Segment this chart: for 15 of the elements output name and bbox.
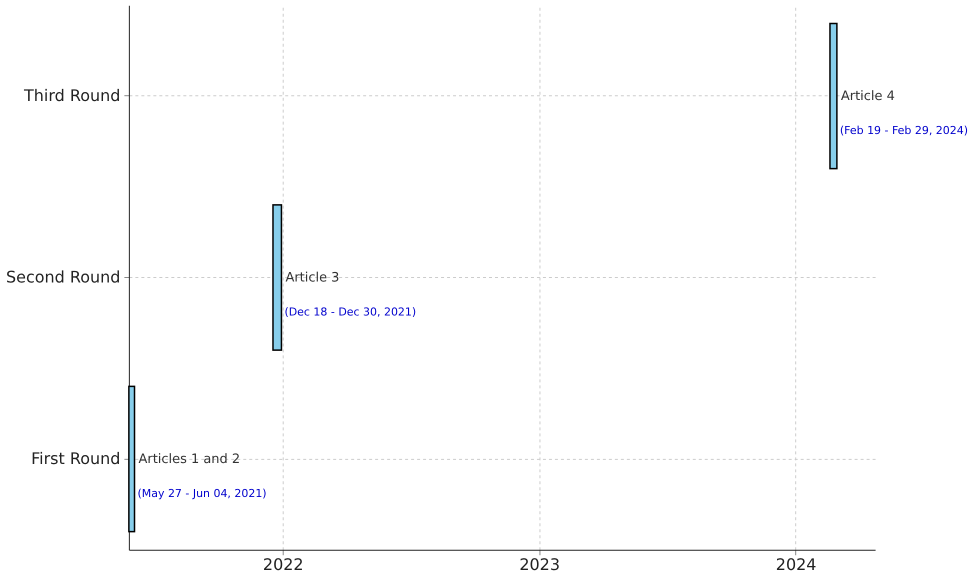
- annotation: (May 27 - Jun 04, 2021): [138, 486, 267, 500]
- annotation: Article 4: [840, 89, 895, 104]
- y-tick-label: Third Round: [23, 86, 120, 106]
- x-tick-label: 2022: [262, 555, 304, 574]
- annotation: (Dec 18 - Dec 30, 2021): [284, 305, 416, 318]
- y-tick-label: First Round: [31, 448, 120, 468]
- x-tick-label: 2023: [519, 555, 560, 574]
- bar: [829, 22, 838, 170]
- bar: [272, 204, 282, 351]
- annotation: Article 3: [285, 270, 340, 286]
- y-tick-label: Second Round: [6, 268, 120, 287]
- bar: [128, 386, 136, 532]
- x-tick-label: 2024: [776, 555, 816, 574]
- annotation: Articles 1 and 2: [138, 452, 240, 467]
- annotation: (Feb 19 - Feb 29, 2024): [840, 124, 968, 137]
